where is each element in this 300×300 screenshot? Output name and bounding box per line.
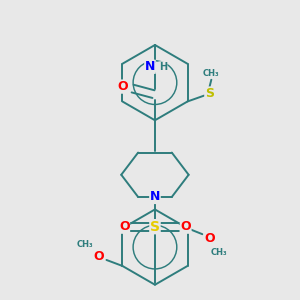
Text: S: S [150, 220, 160, 234]
Text: O: O [93, 250, 104, 262]
Text: N: N [145, 60, 155, 73]
Text: O: O [180, 220, 191, 233]
Text: N: N [150, 190, 160, 203]
Text: O: O [119, 220, 130, 233]
Text: CH₃: CH₃ [211, 248, 228, 256]
Text: S: S [205, 87, 214, 100]
Text: CH₃: CH₃ [203, 69, 220, 78]
Text: O: O [117, 80, 128, 93]
Text: H: H [159, 62, 167, 72]
Text: CH₃: CH₃ [76, 240, 93, 249]
Text: O: O [204, 232, 215, 245]
